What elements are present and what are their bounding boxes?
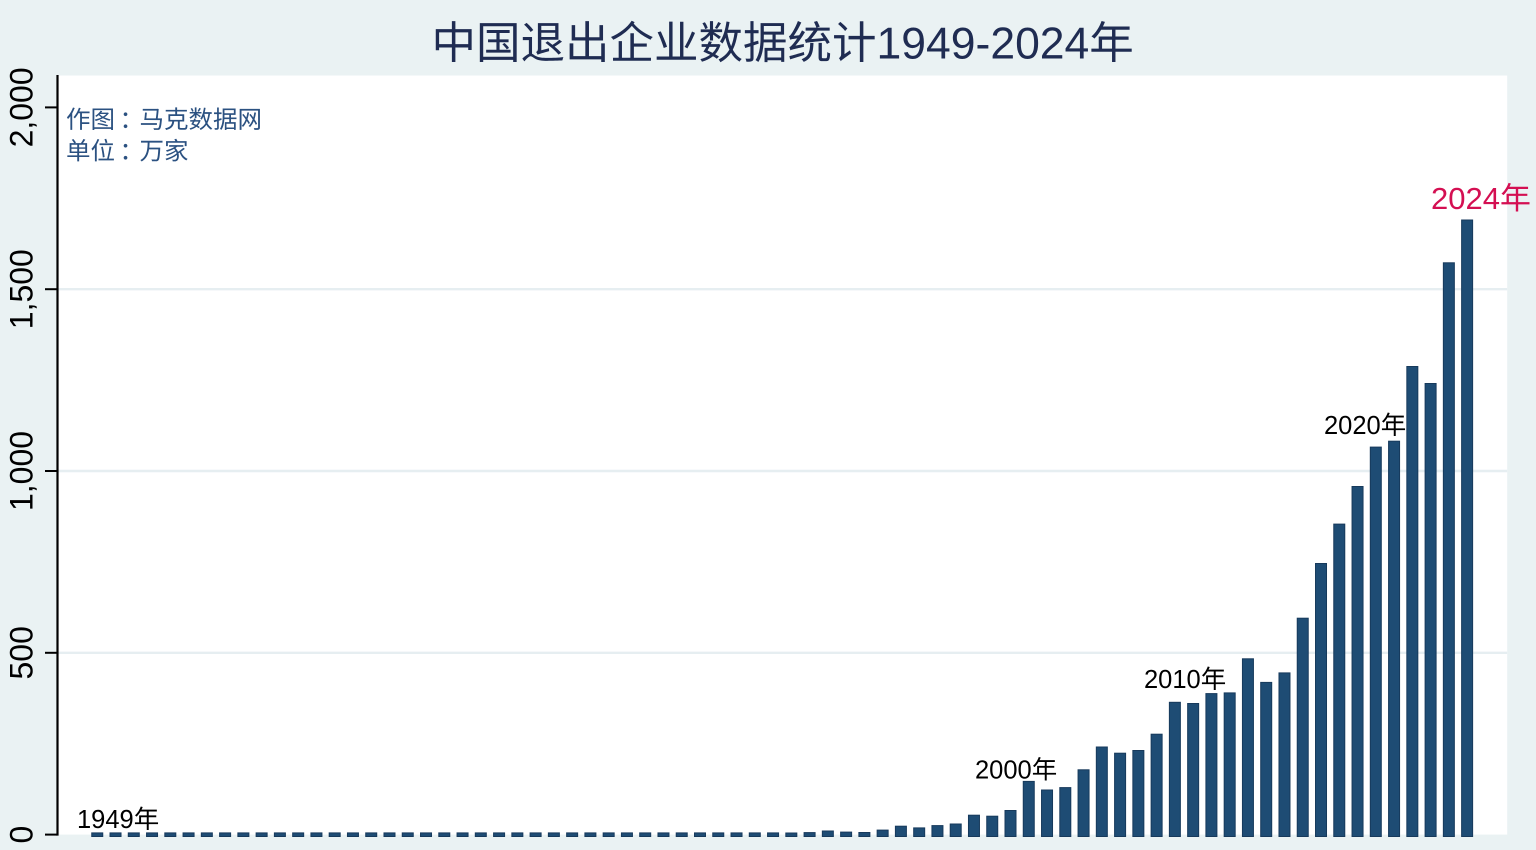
svg-text:1,500: 1,500: [4, 249, 40, 329]
svg-text:2010: 2010: [1144, 666, 1201, 694]
svg-text:1949: 1949: [77, 806, 134, 834]
svg-text:2000: 2000: [975, 757, 1032, 785]
svg-text:1,000: 1,000: [4, 431, 40, 511]
svg-text:1949-2024: 1949-2024: [877, 20, 1090, 69]
svg-text:500: 500: [4, 626, 40, 679]
svg-text:2020: 2020: [1324, 412, 1381, 440]
svg-text:0: 0: [4, 826, 40, 844]
svg-text:2024: 2024: [1431, 181, 1500, 216]
svg-text:2,000: 2,000: [4, 67, 40, 147]
